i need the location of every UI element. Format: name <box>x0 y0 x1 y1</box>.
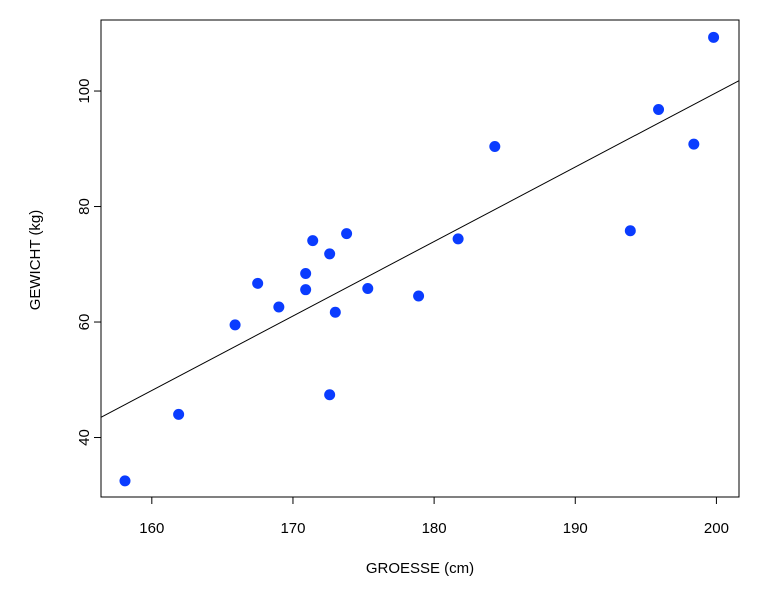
x-axis-label: GROESSE (cm) <box>366 560 474 577</box>
x-tick-label: 200 <box>704 520 729 537</box>
data-point <box>413 290 425 302</box>
y-tick-label: 100 <box>76 79 93 104</box>
y-tick-label: 60 <box>76 314 93 331</box>
data-point <box>307 235 319 247</box>
y-tick-label: 80 <box>76 198 93 215</box>
data-points <box>119 31 720 487</box>
data-point <box>300 284 312 296</box>
data-point <box>252 277 264 289</box>
data-point <box>324 248 336 260</box>
data-point <box>329 306 341 318</box>
x-tick-label: 170 <box>280 520 305 537</box>
data-point <box>173 408 185 420</box>
data-point <box>341 228 353 240</box>
data-point <box>688 138 700 150</box>
x-tick-label: 180 <box>422 520 447 537</box>
data-point <box>452 233 464 245</box>
regression-line <box>100 80 740 418</box>
data-point <box>653 104 665 116</box>
axes: 160 170 180 190 200 40 60 80 100 <box>76 79 729 537</box>
data-point <box>229 319 241 331</box>
data-point <box>708 31 720 43</box>
plot-frame <box>100 19 740 498</box>
data-point <box>324 389 336 401</box>
x-tick-label: 190 <box>563 520 588 537</box>
y-tick-label: 40 <box>76 429 93 446</box>
data-point <box>119 475 131 487</box>
data-point <box>489 140 501 152</box>
data-point <box>362 283 374 295</box>
data-point <box>300 268 312 280</box>
data-point <box>273 301 285 313</box>
data-point <box>624 225 636 237</box>
y-axis-label: GEWICHT (kg) <box>27 210 44 311</box>
x-tick-label: 160 <box>139 520 164 537</box>
